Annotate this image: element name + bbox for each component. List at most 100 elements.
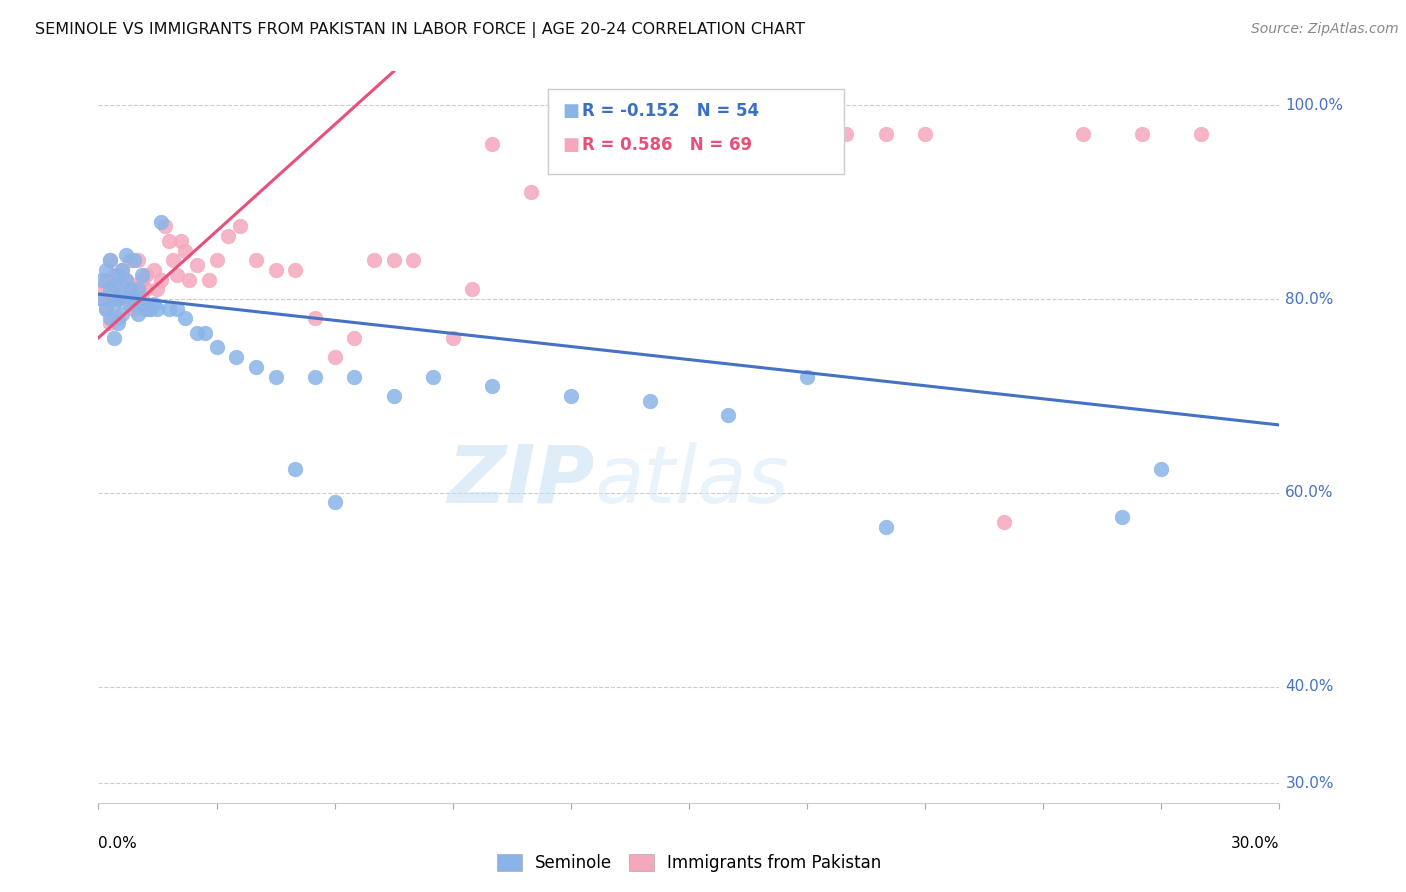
Text: R = -0.152   N = 54: R = -0.152 N = 54 xyxy=(582,103,759,120)
Point xyxy=(118,282,141,296)
Point xyxy=(118,253,141,268)
Point xyxy=(131,268,153,282)
Point xyxy=(717,118,740,132)
Point xyxy=(127,253,149,268)
Point xyxy=(599,122,621,136)
Point xyxy=(796,369,818,384)
Point xyxy=(96,301,118,316)
Point xyxy=(225,350,247,364)
Point xyxy=(131,292,153,306)
Point xyxy=(363,253,385,268)
Point xyxy=(756,128,779,142)
Text: 100.0%: 100.0% xyxy=(1285,98,1343,112)
Point xyxy=(170,234,193,248)
Point xyxy=(638,393,661,408)
Point xyxy=(1130,128,1153,142)
Point xyxy=(96,273,118,287)
Point xyxy=(103,282,125,296)
Point xyxy=(107,292,129,306)
Point xyxy=(875,519,897,533)
Point xyxy=(103,268,125,282)
Point xyxy=(122,301,145,316)
Point xyxy=(135,301,157,316)
Point xyxy=(150,214,173,228)
Point xyxy=(229,219,252,234)
Point xyxy=(197,273,219,287)
Point xyxy=(122,282,145,296)
Point xyxy=(131,273,153,287)
Point xyxy=(98,316,121,330)
Legend: Seminole, Immigrants from Pakistan: Seminole, Immigrants from Pakistan xyxy=(489,847,889,879)
Point xyxy=(993,515,1015,529)
Point xyxy=(103,277,125,292)
Point xyxy=(98,311,121,326)
Point xyxy=(91,292,114,306)
Point xyxy=(174,244,197,258)
Text: 30.0%: 30.0% xyxy=(1232,836,1279,851)
Point xyxy=(146,301,169,316)
Point xyxy=(115,273,138,287)
Text: ZIP: ZIP xyxy=(447,442,595,520)
Text: ■: ■ xyxy=(562,136,579,154)
Point xyxy=(1189,128,1212,142)
Point xyxy=(115,248,138,262)
Point xyxy=(98,253,121,268)
Point xyxy=(122,253,145,268)
Point xyxy=(560,389,582,403)
Point xyxy=(162,253,184,268)
Point xyxy=(323,495,346,509)
Point xyxy=(264,263,287,277)
Point xyxy=(91,282,114,296)
Point xyxy=(382,389,405,403)
Point xyxy=(1111,510,1133,524)
Point xyxy=(135,268,157,282)
Point xyxy=(91,292,114,306)
Point xyxy=(835,128,858,142)
Point xyxy=(96,301,118,316)
Point xyxy=(177,273,200,287)
Point xyxy=(127,282,149,296)
Point xyxy=(107,292,129,306)
Point xyxy=(96,263,118,277)
Point xyxy=(461,282,484,296)
Point xyxy=(560,132,582,146)
Point xyxy=(111,263,134,277)
Point xyxy=(186,258,208,272)
Point xyxy=(441,331,464,345)
Point xyxy=(131,297,153,311)
Point xyxy=(343,331,366,345)
Text: Source: ZipAtlas.com: Source: ZipAtlas.com xyxy=(1251,22,1399,37)
Point xyxy=(520,186,543,200)
Point xyxy=(481,136,503,151)
Point xyxy=(481,379,503,393)
Text: ■: ■ xyxy=(562,103,579,120)
Point xyxy=(323,350,346,364)
Point xyxy=(174,311,197,326)
Point xyxy=(1150,461,1173,475)
Point xyxy=(304,369,326,384)
Point xyxy=(98,292,121,306)
Point xyxy=(194,326,217,340)
Point xyxy=(142,263,165,277)
Text: 40.0%: 40.0% xyxy=(1285,679,1334,694)
Text: atlas: atlas xyxy=(595,442,789,520)
Point xyxy=(98,282,121,296)
Point xyxy=(217,229,239,244)
Point xyxy=(107,311,129,326)
Point xyxy=(914,128,936,142)
Point xyxy=(284,461,307,475)
Point xyxy=(717,409,740,423)
Text: 0.0%: 0.0% xyxy=(98,836,138,851)
Point xyxy=(638,118,661,132)
Point xyxy=(127,307,149,321)
Point xyxy=(166,301,188,316)
Point xyxy=(118,277,141,292)
Point xyxy=(103,331,125,345)
Point xyxy=(115,292,138,306)
Point xyxy=(111,282,134,296)
Point xyxy=(343,369,366,384)
Point xyxy=(107,268,129,282)
Point xyxy=(205,253,228,268)
Point xyxy=(402,253,425,268)
Text: 80.0%: 80.0% xyxy=(1285,292,1334,307)
